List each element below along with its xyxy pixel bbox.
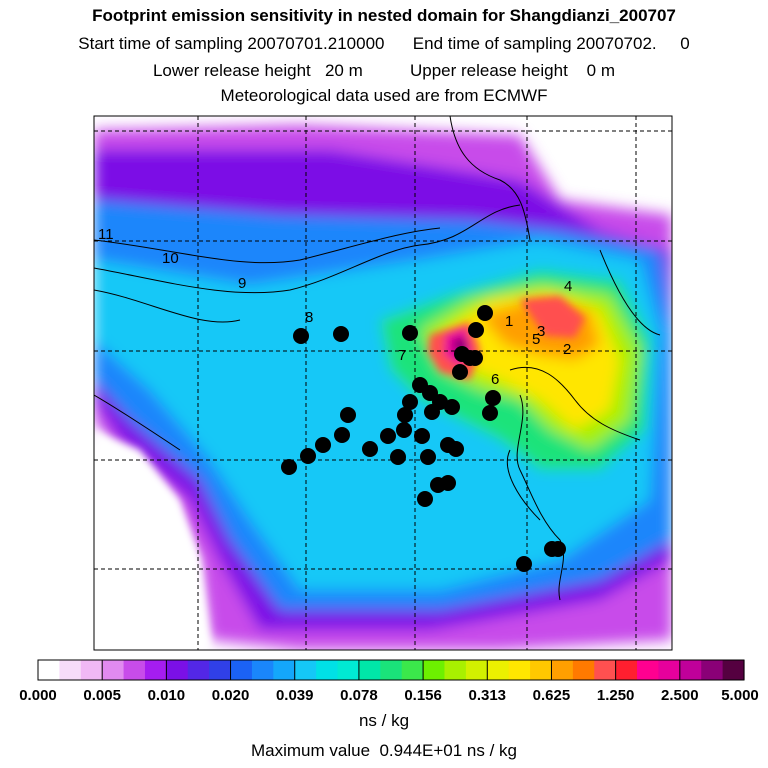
colorbar-cell	[423, 660, 446, 680]
map-frame	[93, 115, 673, 651]
marker-label-5: 5	[532, 331, 540, 348]
marker-label-2: 2	[563, 341, 571, 358]
colorbar-cell	[294, 660, 317, 680]
colorbar-cell	[358, 660, 381, 680]
colorbar-cell	[401, 660, 424, 680]
colorbar-cell	[572, 660, 595, 680]
colorbar-tick-label: 5.000	[721, 687, 759, 704]
marker-label-8: 8	[305, 309, 313, 326]
met-data-line: Meteorological data used are from ECMWF	[220, 86, 548, 105]
colorbar-cell	[166, 660, 189, 680]
colorbar-cell	[551, 660, 574, 680]
colorbar-ticks	[37, 660, 745, 680]
colorbar-cell	[209, 660, 232, 680]
colorbar-cell	[487, 660, 510, 680]
colorbar-tick-label: 0.020	[212, 687, 250, 704]
colorbar-cell	[187, 660, 210, 680]
colorbar-tick-label: 0.039	[276, 687, 314, 704]
colorbar-tick-label: 0.313	[468, 687, 506, 704]
colorbar-unit-label: ns / kg	[358, 711, 410, 730]
marker-label-9: 9	[238, 275, 246, 292]
colorbar-cell	[465, 660, 488, 680]
marker-label-6: 6	[491, 371, 499, 388]
release-height-line: Lower release height 20 m Upper release …	[152, 61, 616, 80]
colorbar-cell	[615, 660, 638, 680]
emission-field	[94, 116, 672, 650]
chart-title: Footprint emission sensitivity in nested…	[92, 6, 676, 25]
colorbar-cell	[722, 660, 745, 680]
maximum-value-label: Maximum value 0.944E+01 ns / kg	[251, 741, 517, 760]
colorbar-tick-label: 0.000	[19, 687, 57, 704]
colorbar-cell	[273, 660, 296, 680]
colorbar-cell	[701, 660, 724, 680]
colorbar-tick-label: 2.500	[661, 687, 699, 704]
colorbar-cell	[80, 660, 103, 680]
marker-label-4: 4	[564, 278, 572, 295]
marker-label-7: 7	[398, 347, 406, 364]
colorbar-tick-label: 0.078	[340, 687, 378, 704]
colorbar-tick-label: 1.250	[597, 687, 635, 704]
marker-label-1: 1	[505, 313, 513, 330]
colorbar-cell	[102, 660, 125, 680]
colorbar-cell	[444, 660, 467, 680]
colorbar-cell	[123, 660, 146, 680]
colorbar-cell	[508, 660, 531, 680]
colorbar-cell	[594, 660, 617, 680]
colorbar-tick-label: 0.010	[148, 687, 186, 704]
graticule	[94, 116, 672, 650]
colorbar-cell	[658, 660, 681, 680]
day-markers: 1 2 3 4 5 6 7 8 9 10 11	[98, 226, 572, 388]
marker-label-3: 3	[537, 323, 545, 340]
colorbar-cell	[38, 660, 60, 680]
colorbar-cell	[230, 660, 253, 680]
trajectory-points	[281, 305, 566, 572]
colorbar-cell	[59, 660, 82, 680]
marker-label-11: 11	[98, 226, 114, 243]
colorbar-cell	[251, 660, 274, 680]
coastlines	[94, 116, 661, 601]
marker-label-10: 10	[162, 250, 179, 267]
colorbar-cell	[530, 660, 553, 680]
colorbar-cell	[679, 660, 702, 680]
colorbar-cell	[637, 660, 660, 680]
colorbar-tick-label: 0.156	[404, 687, 442, 704]
sampling-time-line: Start time of sampling 20070701.210000 E…	[78, 34, 690, 53]
colorbar-cell	[316, 660, 339, 680]
colorbar-cell	[337, 660, 360, 680]
colorbar-tick-labels: 0.000 0.005 0.010 0.020 0.039 0.078 0.156 0.313…	[19, 687, 759, 704]
colorbar-cell	[380, 660, 403, 680]
colorbar-cell	[144, 660, 167, 680]
colorbar-tick-label: 0.625	[533, 687, 571, 704]
colorbar	[38, 660, 745, 680]
colorbar-tick-label: 0.005	[83, 687, 121, 704]
